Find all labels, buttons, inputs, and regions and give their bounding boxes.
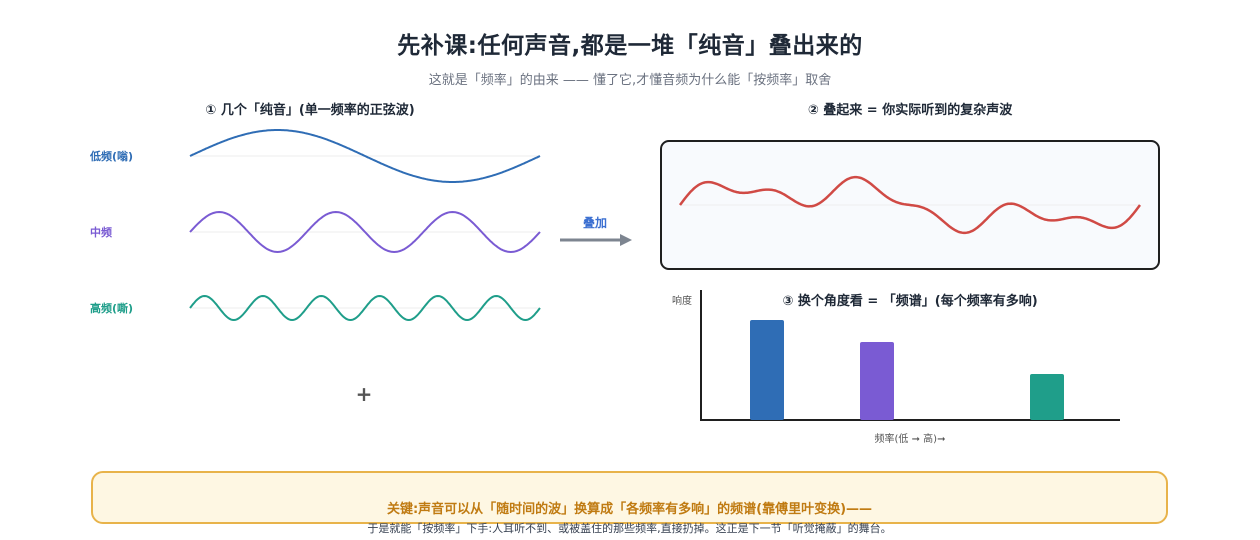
spectrum-bar (860, 342, 894, 420)
chart-title: ③ 换个角度看 = 「频谱」(每个频率有多响) (782, 293, 1037, 309)
mid-frequency-wave (189, 210, 541, 254)
wave-label-low: 低频(嗡) (89, 149, 133, 163)
panel2-heading: ② 叠起来 = 你实际听到的复杂声波 (808, 102, 1013, 118)
high-frequency-wave (189, 294, 541, 322)
chart-ylabel: 响度 (672, 294, 692, 307)
chart-xlabel: 频率(低 ➞ 高)➞ (875, 432, 946, 445)
panel1-heading: ① 几个「纯音」(单一频率的正弦波) (205, 102, 414, 118)
low-frequency-wave (189, 129, 541, 183)
arrow-right-icon (620, 234, 632, 246)
callout-title: 关键:声音可以从「随时间的波」换算成「各频率有多响」的频谱(靠傅里叶变换)—— (386, 502, 873, 517)
wave-label-high: 高频(嘶) (90, 301, 133, 315)
chart-bars (750, 320, 1064, 420)
page-subtitle: 这就是「频率」的由来 —— 懂了它,才懂音频为什么能「按频率」取舍 (428, 73, 832, 88)
key-callout: 关键:声音可以从「随时间的波」换算成「各频率有多响」的频谱(靠傅里叶变换)—— … (91, 471, 1168, 535)
plus-sign: + (356, 382, 373, 406)
arrow-label: 叠加 (583, 215, 607, 230)
wave-label-mid: 中频 (90, 225, 112, 239)
callout-body: 于是就能「按频率」下手:人耳听不到、或被盖住的那些频率,直接扔掉。这正是下一节「… (367, 522, 892, 535)
combined-wave (679, 175, 1141, 235)
spectrum-bar (750, 320, 784, 420)
spectrum-bar (1030, 374, 1064, 420)
page-title: 先补课:任何声音,都是一堆「纯音」叠出来的 (397, 33, 863, 59)
